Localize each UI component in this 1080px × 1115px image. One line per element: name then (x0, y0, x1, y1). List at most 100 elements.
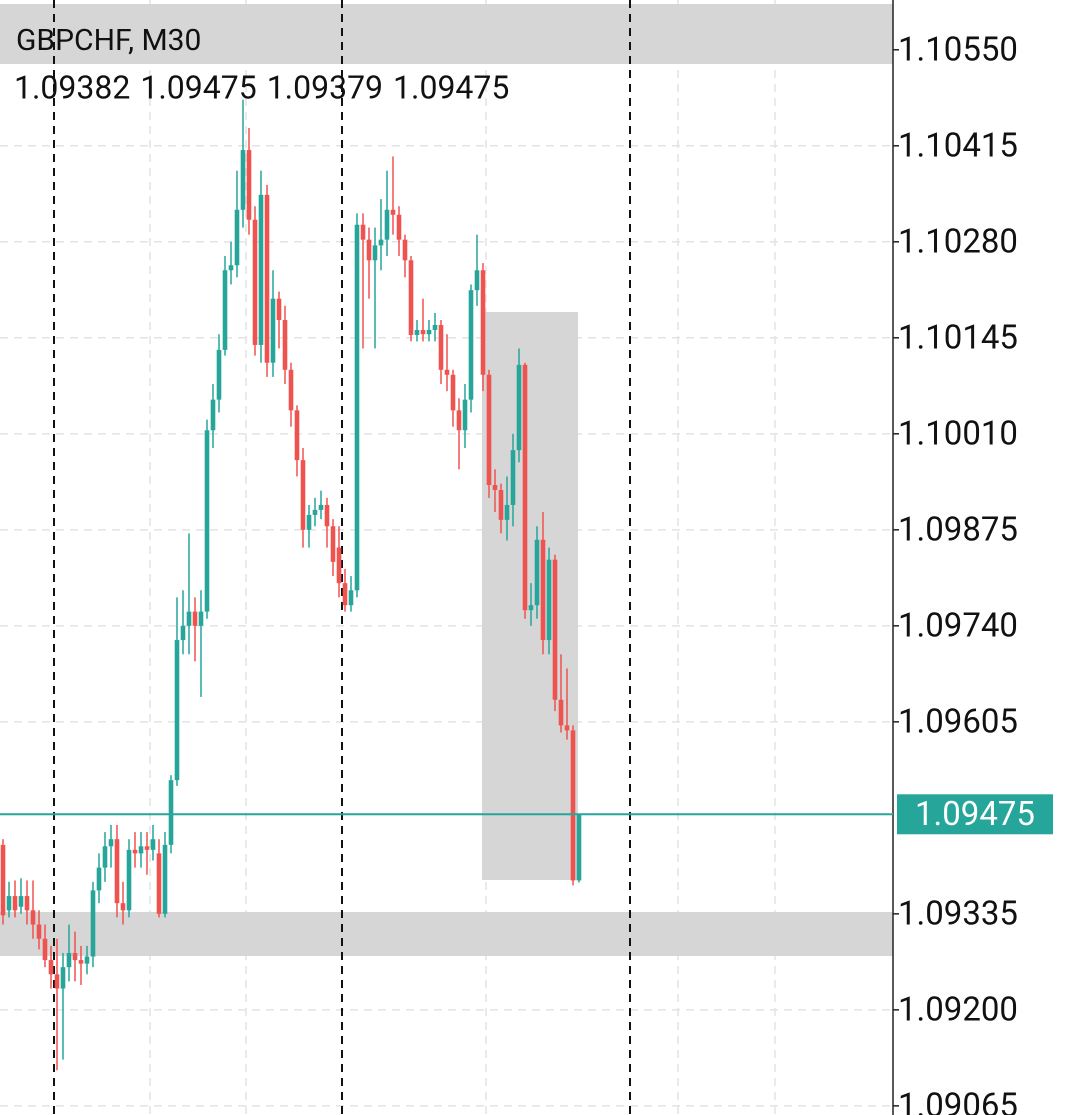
candle-body (228, 265, 234, 271)
candle-body (558, 699, 564, 726)
candle-body (198, 611, 204, 626)
candle-body (300, 460, 306, 530)
candle-body (240, 150, 246, 210)
candle-body (252, 219, 258, 345)
candle-body (576, 814, 582, 881)
y-tick-label: 1.10550 (898, 31, 1018, 70)
candle-body (204, 430, 210, 612)
candle-body (30, 910, 36, 925)
candle-body (156, 853, 162, 914)
candles (0, 99, 582, 1071)
candle-body (84, 956, 90, 964)
candle-body (462, 399, 468, 431)
candle-body (72, 952, 78, 961)
candle-body (12, 896, 18, 911)
tick-labels: 1.10550 1.10415 1.10280 1.10145 1.10010 1.098… (893, 31, 1018, 1115)
candle-body (318, 504, 324, 510)
candle-body (480, 270, 486, 375)
y-tick-label: 1.09065 (898, 1087, 1018, 1115)
candle-body (186, 611, 192, 626)
candle-body (174, 640, 180, 781)
candle-body (474, 270, 480, 291)
candle-body (546, 559, 552, 641)
candle-body (540, 539, 546, 641)
candle-body (390, 209, 396, 215)
candle-body (498, 489, 504, 520)
candle-body (120, 903, 126, 911)
candle-body (60, 967, 66, 989)
y-tick-label: 1.10280 (898, 223, 1018, 262)
candle-body (96, 867, 102, 891)
candle-body (102, 846, 108, 868)
candle-body (528, 605, 534, 611)
candle-body (516, 364, 522, 451)
candle-body (552, 559, 558, 700)
ohlc-value: 1.09382 (14, 68, 130, 106)
session-separators (53, 0, 631, 1115)
y-tick-label: 1.10145 (898, 319, 1018, 358)
candle-body (438, 325, 444, 370)
candle-body (282, 320, 288, 370)
candle-body (192, 611, 198, 626)
candle-body (426, 329, 432, 335)
zone-top (0, 4, 893, 64)
candle-body (24, 896, 30, 911)
candle-body (138, 846, 144, 854)
candle-body (18, 896, 24, 907)
candle-body (492, 485, 498, 490)
candle-body (0, 844, 6, 916)
candle-body (132, 849, 138, 854)
candle-body (78, 960, 84, 964)
candle-body (150, 839, 156, 850)
candle-body (534, 539, 540, 606)
candle-body (396, 214, 402, 240)
candle-body (216, 349, 222, 400)
candle-body (414, 329, 420, 335)
candle-body (372, 245, 378, 261)
candle-body (570, 730, 576, 881)
candle-body (222, 270, 228, 350)
candle-body (354, 224, 360, 591)
candle-body (456, 410, 462, 431)
candle-body (144, 846, 150, 850)
candle-body (402, 239, 408, 261)
candle-body (126, 849, 132, 911)
candle-body (342, 583, 348, 606)
candle-body (234, 209, 240, 266)
candle-body (330, 526, 336, 562)
y-tick-label: 1.09200 (898, 991, 1018, 1030)
candle-body (408, 260, 414, 335)
candle-body (66, 952, 72, 968)
candle-body (504, 504, 510, 520)
candle-body (306, 514, 312, 530)
y-tick-label: 1.09605 (898, 703, 1018, 742)
candle-body (108, 839, 114, 847)
candle-body (6, 896, 12, 911)
candle-body (246, 150, 252, 220)
candle-body (270, 298, 276, 363)
candle-body (522, 364, 528, 611)
candle-body (288, 369, 294, 411)
y-tick-label: 1.10010 (898, 415, 1018, 454)
ohlc-header: 1.09382 1.09475 1.09379 1.09475 (14, 68, 509, 106)
candle-body (564, 725, 570, 731)
candle-body (450, 374, 456, 411)
candle-body (42, 938, 48, 961)
candle-body (48, 960, 54, 975)
candle-body (210, 399, 216, 431)
last-price: 1.09475 (0, 794, 1053, 835)
candle-body (264, 194, 270, 363)
candle-body (384, 209, 390, 240)
ohlc-value: 1.09475 (393, 68, 509, 106)
candle-body (276, 298, 282, 321)
candle-body (162, 844, 168, 914)
candle-body (420, 329, 426, 335)
candle-body (312, 509, 318, 515)
candle-body (54, 974, 60, 989)
zone-bottom (0, 912, 893, 956)
candle-body (378, 239, 384, 246)
ohlc-value: 1.09475 (140, 68, 256, 106)
candle-body (486, 374, 492, 486)
symbol-title: GBPCHF, M30 (16, 23, 201, 58)
